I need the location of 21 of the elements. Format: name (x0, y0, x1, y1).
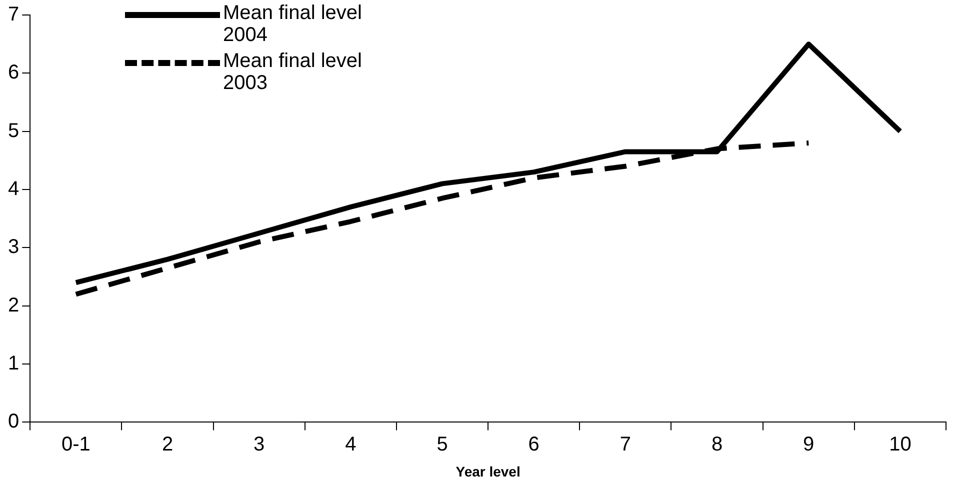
x-tick-label: 10 (889, 434, 912, 456)
x-tick-label: 8 (711, 434, 723, 456)
legend-label: Mean final level 2003 (223, 50, 363, 94)
x-tick-label: 4 (345, 434, 356, 456)
x-tick-label: 0-1 (61, 434, 90, 456)
y-tick-label: 7 (8, 4, 20, 26)
y-tick-label: 4 (8, 178, 20, 200)
x-axis-title: Year level (456, 463, 520, 480)
y-tick-label: 6 (8, 62, 20, 84)
x-tick-label: 5 (436, 434, 448, 456)
y-tick-label: 1 (8, 352, 20, 375)
y-tick-label: 0 (8, 410, 20, 433)
x-tick-label: 6 (528, 434, 540, 456)
y-tick-label: 5 (8, 120, 20, 142)
x-tick-label: 2 (162, 434, 174, 456)
x-tick-label: 9 (803, 434, 814, 456)
y-tick-label: 3 (8, 236, 20, 258)
legend-label: Mean final level 2004 (223, 2, 363, 46)
x-tick-label: 7 (620, 434, 632, 456)
y-tick-label: 2 (8, 294, 20, 316)
x-tick-label: 3 (254, 434, 265, 456)
